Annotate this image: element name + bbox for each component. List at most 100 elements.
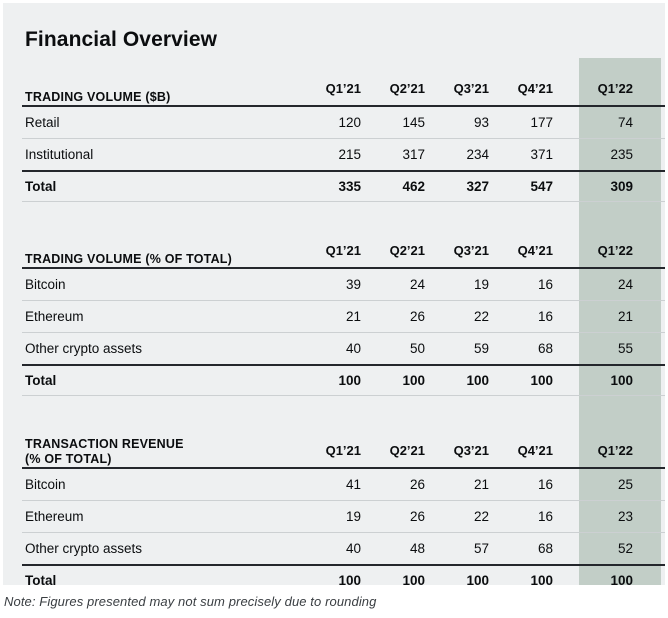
- row-label: Ethereum: [22, 300, 323, 333]
- value-cell: 371: [515, 138, 579, 172]
- value-cell-highlight: 74: [579, 106, 665, 139]
- value-cell: 145: [387, 106, 451, 139]
- value-cell: 177: [515, 106, 579, 139]
- value-cell: 68: [515, 332, 579, 366]
- value-cell: 39: [323, 268, 387, 301]
- value-cell: 68: [515, 532, 579, 566]
- value-cell: 317: [387, 138, 451, 172]
- column-header: Q1’21: [323, 58, 387, 107]
- value-cell: 100: [515, 365, 579, 396]
- value-cell-highlight: 235: [579, 138, 665, 172]
- value-cell-highlight: 25: [579, 468, 665, 501]
- column-header: Q3’21: [451, 227, 515, 269]
- table-row: Bitcoin 39 24 19 16 24: [22, 268, 665, 301]
- value-cell: 26: [387, 300, 451, 333]
- value-cell: 100: [451, 365, 515, 396]
- value-cell: 327: [451, 171, 515, 202]
- value-cell: 16: [515, 468, 579, 501]
- row-label: Institutional: [22, 138, 323, 172]
- column-header: Q4’21: [515, 227, 579, 269]
- value-cell-highlight: 52: [579, 532, 665, 566]
- financial-overview-card: Financial Overview TRADING VOLUME ($B) Q…: [3, 3, 665, 585]
- column-header: Q3’21: [451, 412, 515, 469]
- value-cell: 93: [451, 106, 515, 139]
- value-cell: 19: [451, 268, 515, 301]
- section-title: TRANSACTION REVENUE: [25, 437, 184, 451]
- value-cell: 21: [323, 300, 387, 333]
- section-header-row: TRADING VOLUME (% OF TOTAL) Q1’21 Q2’21 …: [22, 227, 665, 269]
- table-row: Bitcoin 41 26 21 16 25: [22, 468, 665, 501]
- value-cell: 24: [387, 268, 451, 301]
- value-cell: 26: [387, 468, 451, 501]
- value-cell-highlight: 100: [579, 365, 665, 396]
- column-header: Q2’21: [387, 58, 451, 107]
- row-label: Bitcoin: [22, 468, 323, 501]
- value-cell: 100: [451, 565, 515, 585]
- value-cell: 57: [451, 532, 515, 566]
- value-cell-highlight: 100: [579, 565, 665, 585]
- value-cell: 234: [451, 138, 515, 172]
- row-label: Retail: [22, 106, 323, 139]
- table-row: Retail 120 145 93 177 74: [22, 106, 665, 139]
- value-cell-highlight: 24: [579, 268, 665, 301]
- footnote: Note: Figures presented may not sum prec…: [4, 594, 377, 609]
- column-header: Q1’21: [323, 412, 387, 469]
- value-cell: 21: [451, 468, 515, 501]
- row-label: Ethereum: [22, 500, 323, 533]
- table-row: Institutional 215 317 234 371 235: [22, 138, 665, 172]
- value-cell-highlight: 21: [579, 300, 665, 333]
- value-cell: 22: [451, 300, 515, 333]
- transaction-revenue-table: TRANSACTION REVENUE (% OF TOTAL) Q1’21 Q…: [22, 412, 665, 585]
- table-row: Other crypto assets 40 50 59 68 55: [22, 332, 665, 366]
- row-label: Total: [22, 565, 323, 585]
- section-title: TRADING VOLUME ($B): [25, 90, 171, 104]
- page-title: Financial Overview: [25, 28, 218, 51]
- section-title: TRADING VOLUME (% OF TOTAL): [25, 252, 233, 266]
- column-header: Q1’21: [323, 227, 387, 269]
- column-header: Q4’21: [515, 412, 579, 469]
- section-header-row: TRADING VOLUME ($B) Q1’21 Q2’21 Q3’21 Q4…: [22, 58, 665, 107]
- value-cell: 100: [515, 565, 579, 585]
- table-row: Other crypto assets 40 48 57 68 52: [22, 532, 665, 566]
- value-cell: 16: [515, 300, 579, 333]
- total-row: Total 100 100 100 100 100: [22, 365, 665, 396]
- row-label: Other crypto assets: [22, 532, 323, 566]
- section-header-row: TRANSACTION REVENUE (% OF TOTAL) Q1’21 Q…: [22, 412, 665, 469]
- column-header-highlight: Q1’22: [579, 58, 665, 107]
- column-header-highlight: Q1’22: [579, 227, 665, 269]
- value-cell: 16: [515, 500, 579, 533]
- row-label: Bitcoin: [22, 268, 323, 301]
- row-label: Total: [22, 171, 323, 202]
- column-header-highlight: Q1’22: [579, 412, 665, 469]
- value-cell: 100: [387, 365, 451, 396]
- value-cell: 40: [323, 532, 387, 566]
- column-header: Q3’21: [451, 58, 515, 107]
- value-cell: 22: [451, 500, 515, 533]
- column-header: Q2’21: [387, 412, 451, 469]
- row-label: Other crypto assets: [22, 332, 323, 366]
- value-cell-highlight: 23: [579, 500, 665, 533]
- trading-volume-pct-table: TRADING VOLUME (% OF TOTAL) Q1’21 Q2’21 …: [22, 227, 665, 396]
- value-cell: 16: [515, 268, 579, 301]
- value-cell: 120: [323, 106, 387, 139]
- column-header: Q2’21: [387, 227, 451, 269]
- table-row: Ethereum 21 26 22 16 21: [22, 300, 665, 333]
- value-cell: 19: [323, 500, 387, 533]
- value-cell: 26: [387, 500, 451, 533]
- value-cell-highlight: 55: [579, 332, 665, 366]
- value-cell: 215: [323, 138, 387, 172]
- value-cell: 100: [323, 365, 387, 396]
- value-cell: 462: [387, 171, 451, 202]
- value-cell: 40: [323, 332, 387, 366]
- total-row: Total 335 462 327 547 309: [22, 171, 665, 202]
- value-cell: 48: [387, 532, 451, 566]
- value-cell: 100: [323, 565, 387, 585]
- column-header: Q4’21: [515, 58, 579, 107]
- section-title-line2: (% OF TOTAL): [25, 452, 112, 466]
- table-row: Ethereum 19 26 22 16 23: [22, 500, 665, 533]
- value-cell-highlight: 309: [579, 171, 665, 202]
- value-cell: 100: [387, 565, 451, 585]
- value-cell: 41: [323, 468, 387, 501]
- trading-volume-table: TRADING VOLUME ($B) Q1’21 Q2’21 Q3’21 Q4…: [22, 58, 665, 202]
- value-cell: 335: [323, 171, 387, 202]
